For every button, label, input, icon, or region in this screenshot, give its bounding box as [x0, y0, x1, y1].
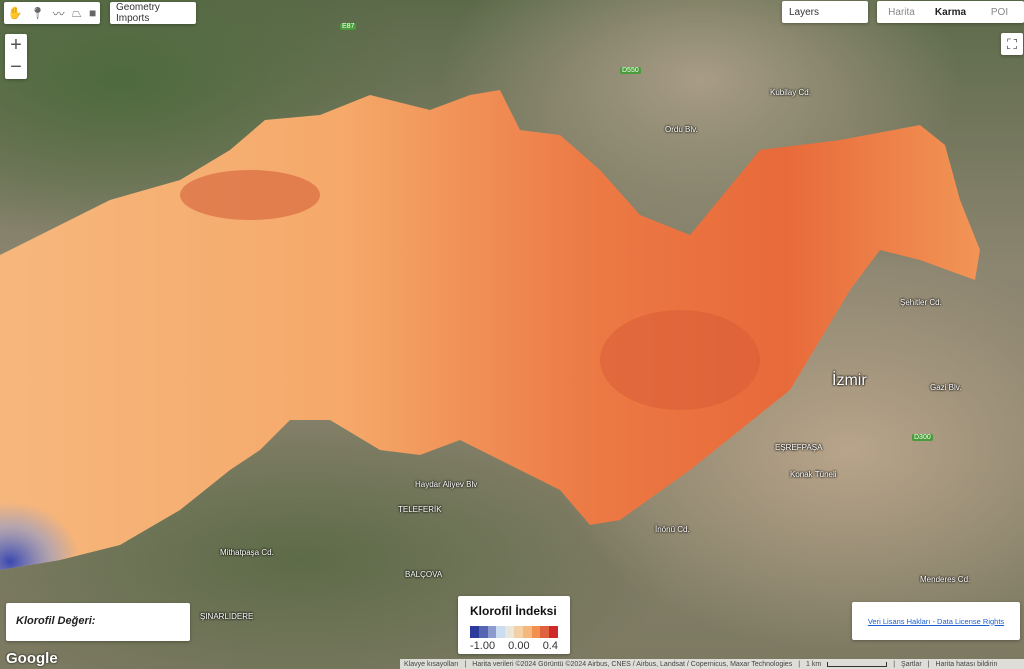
district-label: TELEFERİK	[398, 505, 442, 514]
road-shield-d550: D550	[620, 67, 641, 74]
legend-swatch	[549, 626, 558, 638]
drawing-tools: ✋ 📍︎ 〰 ⏢ ■	[4, 2, 100, 24]
legend-title: Klorofil İndeksi	[470, 604, 557, 618]
city-label: İzmir	[832, 372, 867, 389]
map-type-poi[interactable]: POI	[990, 6, 1009, 18]
legend-swatch	[470, 626, 479, 638]
district-label: EŞREFPAŞA	[775, 443, 823, 452]
scale-label[interactable]: 1 km	[806, 660, 822, 668]
legend-tick: 0.00	[508, 640, 530, 652]
rectangle-icon[interactable]: ■	[89, 6, 97, 20]
keyboard-shortcuts-link[interactable]: Klavye kısayolları	[404, 660, 459, 668]
map-type-control: Harita Karma POI	[877, 1, 1024, 23]
fullscreen-icon: ⛶	[1007, 35, 1017, 52]
zoom-out-button[interactable]: −	[10, 56, 22, 78]
road-shield-e87: E87	[340, 23, 357, 30]
legend-swatch	[496, 626, 506, 638]
legend-swatch	[513, 626, 523, 638]
geometry-imports-button[interactable]: Geometry Imports	[110, 2, 196, 24]
legend-swatch	[505, 626, 514, 638]
street-label: Şehitler Cd.	[900, 298, 942, 307]
district-label: ŞINARLIDERE	[200, 612, 254, 621]
legend-panel: Klorofil İndeksi -1.00 0.00 0.4	[458, 596, 570, 654]
street-label: Konak Tüneli	[790, 470, 837, 479]
zoom-in-button[interactable]: +	[10, 34, 22, 56]
legend-tick: -1.00	[470, 640, 496, 652]
map-type-karma[interactable]: Karma	[934, 6, 967, 18]
road-shield-d300: D300	[912, 434, 933, 441]
street-label: Menderes Cd.	[920, 575, 971, 584]
legend-swatch	[478, 626, 488, 638]
street-label: Mithatpaşa Cd.	[220, 548, 274, 557]
hand-icon[interactable]: ✋	[7, 6, 23, 20]
district-label: BALÇOVA	[405, 570, 443, 579]
legend-swatch	[487, 626, 497, 638]
map-type-harita[interactable]: Harita	[888, 6, 915, 18]
legend-tick: 0.4	[542, 640, 558, 652]
street-label: Gazi Blv.	[930, 383, 962, 392]
legend-swatch	[540, 626, 550, 638]
report-error-link[interactable]: Harita hatası bildirin	[935, 660, 998, 668]
legend-swatch	[531, 626, 541, 638]
chlorophyll-value-panel: Klorofil Değeri:	[6, 603, 190, 641]
layers-button[interactable]: Layers	[782, 1, 868, 23]
legend-color-bar	[470, 626, 558, 638]
terms-link[interactable]: Şartlar	[901, 660, 922, 668]
map-data-attribution: Harita verileri ©2024 Görüntü ©2024 Airb…	[472, 660, 793, 668]
attribution-bar: Klavye kısayolları | Harita verileri ©202…	[400, 659, 1024, 669]
street-label: İnönü Cd.	[655, 525, 690, 534]
marker-icon[interactable]: 📍︎	[30, 6, 46, 20]
fullscreen-button[interactable]: ⛶	[1001, 33, 1023, 55]
street-label: Haydar Aliyev Blv	[415, 480, 478, 489]
legend-swatch	[522, 626, 532, 638]
street-label: Ordu Blv.	[665, 125, 698, 134]
street-label: Kubilay Cd.	[770, 88, 811, 97]
polygon-icon[interactable]: ⏢	[72, 5, 82, 20]
scale-bar	[827, 661, 888, 667]
google-logo: Google	[6, 650, 58, 667]
license-link[interactable]: Veri Lisans Hakları - Data License Right…	[852, 602, 1020, 640]
zoom-control: + −	[5, 34, 27, 79]
line-icon[interactable]: 〰	[52, 6, 65, 21]
